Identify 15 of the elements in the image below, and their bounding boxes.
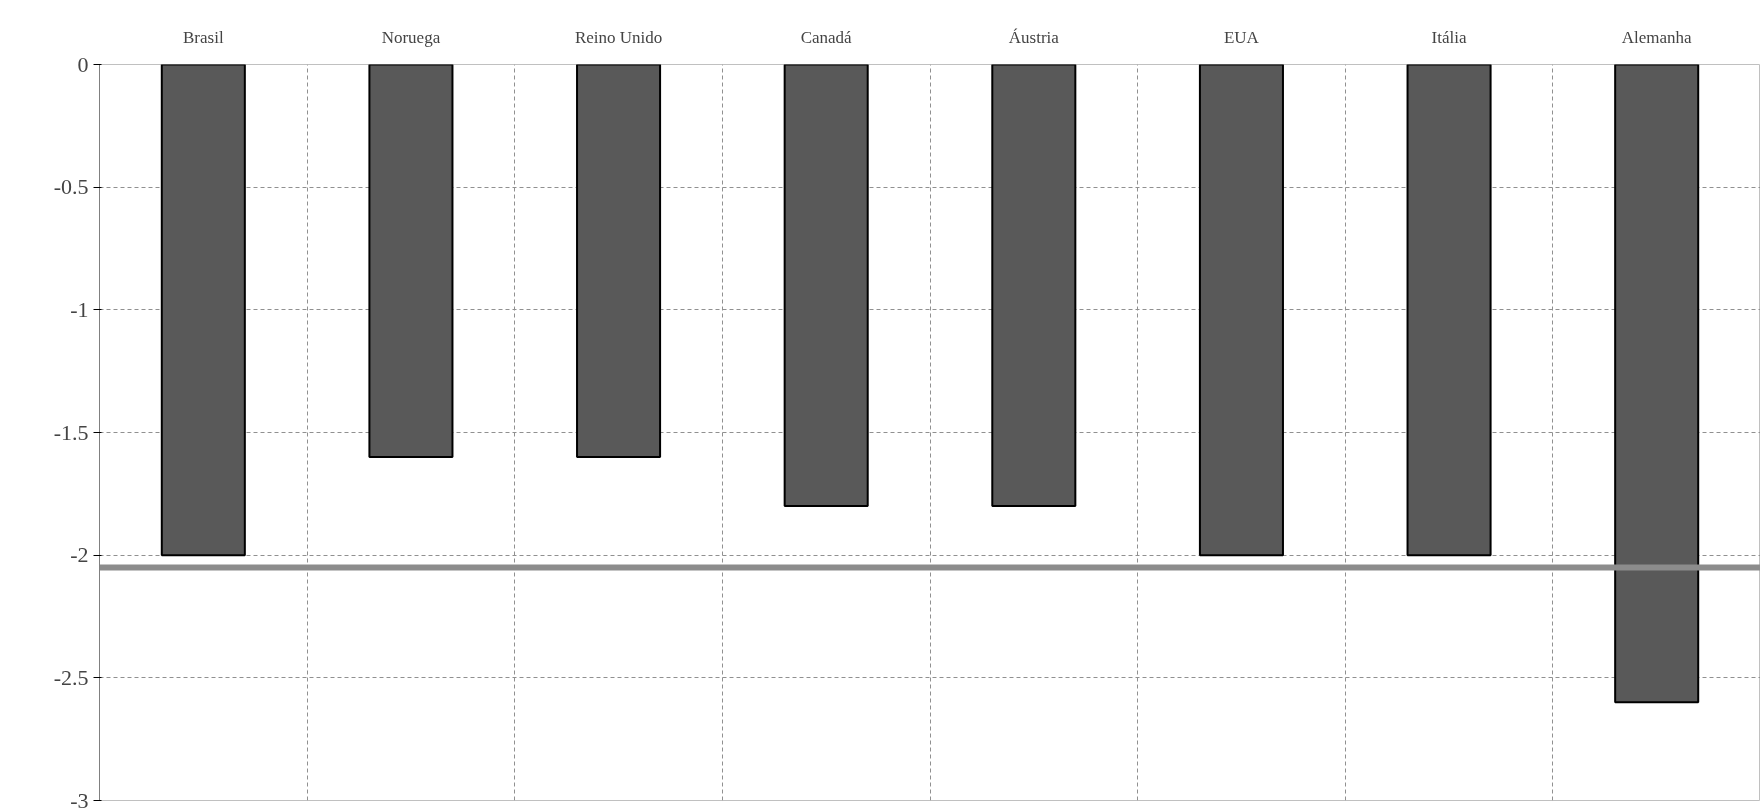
y-tick-label: -3: [70, 787, 89, 811]
x-tick-label: Áustria: [1008, 27, 1060, 47]
x-tick-label: Alemanha: [1621, 27, 1693, 47]
x-tick-label: Noruega: [381, 27, 441, 47]
x-tick-label: Brasil: [183, 27, 224, 47]
y-tick-label: -1.5: [53, 419, 89, 445]
y-tick-label: -1: [70, 296, 89, 322]
x-tick-label: Reino Unido: [574, 27, 663, 47]
y-tick-label: -2: [70, 542, 89, 568]
x-tick-label: Itália: [1431, 27, 1467, 47]
x-tick-label: Canadá: [800, 27, 853, 47]
x-tick-label: EUA: [1223, 27, 1260, 47]
y-tick-label: -0.5: [53, 174, 89, 200]
y-tick-label: -2.5: [53, 664, 89, 690]
y-tick-label: 0: [77, 51, 89, 77]
